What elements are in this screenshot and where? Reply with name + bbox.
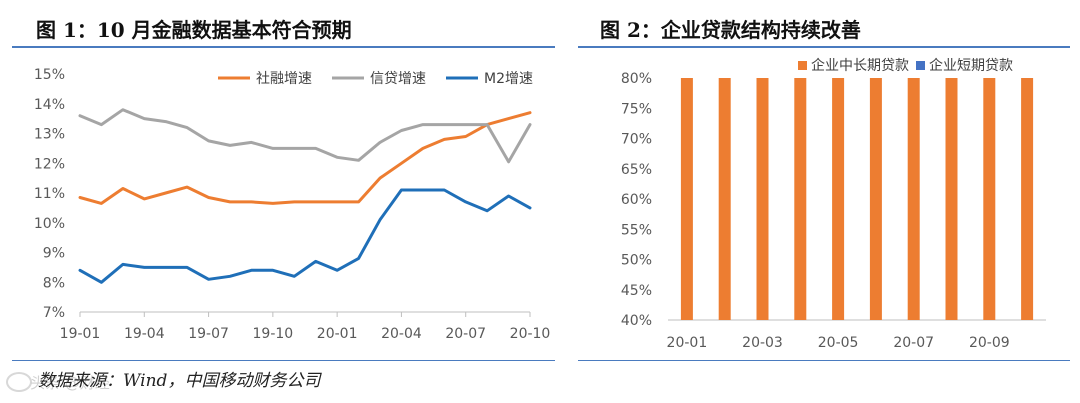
x-tick-label: 20-09 — [969, 335, 1010, 351]
bar-long-term — [907, 78, 920, 320]
y-tick-label: 12% — [34, 156, 65, 172]
y-tick-label: 70% — [621, 132, 652, 148]
x-tick-label: 20-04 — [381, 326, 422, 342]
legend-label: 企业短期贷款 — [929, 57, 1013, 74]
y-tick-label: 80% — [621, 71, 652, 87]
y-tick-label: 55% — [621, 222, 652, 238]
legend-swatch — [916, 61, 925, 70]
x-tick-label: 19-04 — [124, 326, 165, 342]
legend-label: 社融增速 — [256, 71, 312, 87]
y-tick-label: 15% — [34, 67, 65, 83]
left-chart-title: 图 1：10 月金融数据基本符合预期 — [36, 18, 352, 42]
bar-long-term — [869, 78, 882, 320]
y-tick-label: 75% — [621, 101, 652, 117]
right-chart-title: 图 2：企业贷款结构持续改善 — [600, 18, 861, 42]
y-tick-label: 11% — [34, 186, 65, 202]
legend-swatch — [798, 61, 807, 70]
series-line-credit — [78, 108, 532, 164]
bar-long-term — [794, 78, 807, 320]
legend-label: 企业中长期贷款 — [811, 57, 909, 74]
bar-long-term — [718, 78, 731, 320]
right-bottom-rule — [578, 360, 1070, 361]
x-tick-label: 20-01 — [667, 335, 708, 351]
x-tick-label: 20-01 — [317, 326, 358, 342]
bar-long-term — [983, 78, 996, 320]
y-tick-label: 50% — [621, 253, 652, 269]
y-tick-label: 60% — [621, 192, 652, 208]
x-tick-label: 20-07 — [445, 326, 486, 342]
left-title-rule — [12, 46, 555, 48]
left-bottom-rule — [12, 360, 555, 361]
y-tick-label: 14% — [34, 97, 65, 113]
data-source-note: 数据来源：Wind，中国移动财务公司 — [38, 371, 321, 391]
right-stacked-bar-chart: 40% 45% 50% 55% 60% 65% 70% 75% 80% 20-01 20-03 20-… — [621, 57, 1046, 351]
bar-long-term — [756, 78, 769, 320]
bar-long-term — [832, 78, 845, 320]
x-tick-label: 19-07 — [188, 326, 229, 342]
y-tick-label: 45% — [621, 283, 652, 299]
y-tick-label: 8% — [43, 275, 65, 291]
x-tick-label: 20-10 — [510, 326, 551, 342]
bar-long-term — [680, 78, 693, 320]
bar-long-term — [1021, 78, 1034, 320]
watermark-text: 头条 @财经 — [30, 374, 110, 392]
y-tick-label: 13% — [34, 127, 65, 143]
legend-label: 信贷增速 — [370, 71, 426, 87]
y-tick-label: 9% — [43, 246, 65, 262]
watermark-logo-icon — [6, 372, 32, 392]
x-tick-label: 20-03 — [742, 335, 783, 351]
legend-label: M2增速 — [484, 71, 533, 87]
x-tick-label: 19-01 — [60, 326, 101, 342]
y-tick-label: 7% — [43, 305, 65, 321]
y-tick-label: 65% — [621, 162, 652, 178]
y-tick-label: 10% — [34, 216, 65, 232]
series-line-m2 — [78, 188, 532, 284]
right-title-rule — [578, 46, 1070, 48]
y-tick-label: 40% — [621, 313, 652, 329]
left-line-chart: 7% 8% 9% 10% 11% 12% 13% 14% 15% 19-01 19-04 19-07 1… — [34, 67, 551, 342]
x-tick-label: 20-05 — [818, 335, 859, 351]
series-line-shrong — [78, 111, 532, 205]
x-tick-label: 20-07 — [893, 335, 934, 351]
bar-long-term — [945, 78, 958, 320]
x-tick-label: 19-10 — [253, 326, 294, 342]
